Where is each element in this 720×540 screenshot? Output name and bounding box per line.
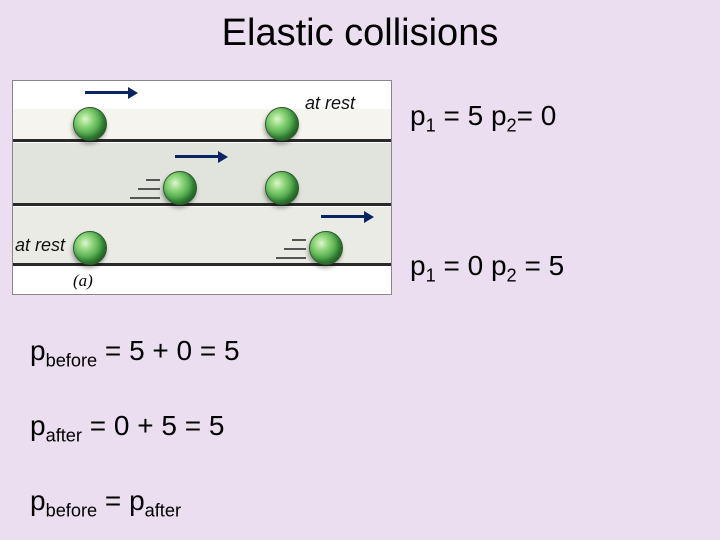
- equation: pbefore = pafter: [30, 485, 181, 522]
- diagram-caption: (a): [73, 271, 93, 291]
- ball-1: [265, 107, 299, 141]
- equation: pbefore = 5 + 0 = 5: [30, 335, 240, 372]
- velocity-arrow-2: [175, 155, 219, 158]
- equation: pafter = 0 + 5 = 5: [30, 410, 224, 447]
- velocity-arrow-0: [85, 91, 129, 94]
- motion-line: [292, 239, 306, 241]
- velocity-arrow-5: [321, 215, 365, 218]
- slide-title: Elastic collisions: [0, 12, 720, 55]
- track-line-1: [13, 203, 391, 206]
- motion-line: [146, 179, 160, 181]
- motion-line: [276, 257, 306, 259]
- rest-label: at rest: [15, 235, 65, 256]
- rest-label: at rest: [305, 93, 355, 114]
- track-line-0: [13, 139, 391, 142]
- equation: p1 = 0 p2 = 5: [410, 250, 564, 287]
- motion-line: [130, 197, 160, 199]
- motion-line: [284, 248, 306, 250]
- track-bg-1: [13, 143, 391, 203]
- ball-4: [73, 231, 107, 265]
- ball-3: [265, 171, 299, 205]
- collision-diagram: at rest at rest (a): [12, 80, 392, 295]
- motion-line: [138, 188, 160, 190]
- ball-2: [163, 171, 197, 205]
- ball-5: [309, 231, 343, 265]
- ball-0: [73, 107, 107, 141]
- track-line-2: [13, 263, 391, 266]
- equation: p1 = 5 p2= 0: [410, 100, 556, 137]
